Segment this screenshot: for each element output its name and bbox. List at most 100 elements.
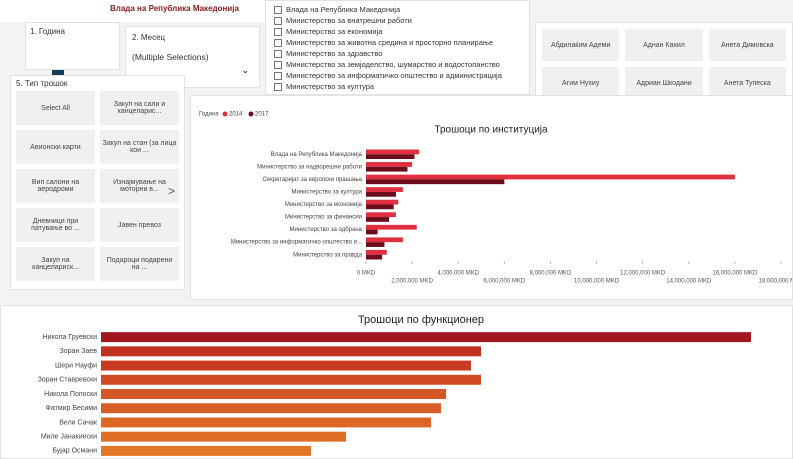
checkbox-item[interactable]: Министерство за земјоделство, шумарство … bbox=[274, 59, 521, 70]
bar bbox=[366, 187, 403, 192]
bar bbox=[366, 162, 413, 167]
chart-background bbox=[191, 96, 792, 299]
x-tick-label: 8,000,000 MKD bbox=[530, 271, 572, 277]
x-tick-label: 12,000,000 MKD bbox=[620, 271, 666, 277]
expense-button[interactable]: Изнајмување на моторни в... bbox=[100, 169, 179, 203]
legend-marker bbox=[222, 111, 228, 117]
legend-label: 2014 bbox=[229, 112, 243, 118]
y-tick-label: Секретаријат за европски прашања bbox=[262, 177, 362, 183]
bar bbox=[366, 191, 396, 197]
bar bbox=[366, 242, 385, 247]
institution-chart: Трошоци по институција Година 2014 2017 0 MK… bbox=[190, 95, 793, 300]
expense-options: Select All Закуп на сали и канцеларис... А… bbox=[11, 91, 184, 281]
bar bbox=[101, 346, 481, 357]
bar bbox=[101, 445, 311, 456]
x-tick-label: 2,000,000 MKD bbox=[391, 279, 433, 285]
slicer-value: (Multiple Selections) bbox=[132, 52, 209, 62]
checkbox-label: Министерство за информатичко општество и… bbox=[286, 71, 502, 80]
y-tick-label: Министерство за правда bbox=[293, 252, 363, 258]
expense-button[interactable]: Select All bbox=[16, 91, 95, 125]
x-tick-label: 0 MKD bbox=[357, 271, 376, 277]
month-slicer[interactable]: 2. Месец (Multiple Selections) ⌄ bbox=[125, 26, 260, 88]
checkbox-label: Министерство за земјоделство, шумарство … bbox=[286, 60, 500, 69]
bar bbox=[101, 360, 471, 371]
slicer-label: 2. Месец bbox=[132, 33, 166, 42]
x-tick-label: 18,000,000 MKD bbox=[758, 279, 793, 285]
official-button[interactable]: Анета Димовска bbox=[708, 29, 786, 62]
bar bbox=[366, 217, 390, 222]
bar bbox=[366, 249, 387, 255]
legend-title: Година bbox=[199, 112, 219, 118]
y-tick-label: Зоран Ставревски bbox=[38, 377, 98, 384]
bar bbox=[366, 154, 415, 160]
chart-title: Трошоци по функционер bbox=[358, 314, 484, 326]
checkbox-item[interactable]: Министерство за култура bbox=[274, 81, 521, 92]
checkbox bbox=[274, 49, 282, 58]
checkbox-label: Министерство за економија bbox=[286, 27, 383, 36]
header: Влада на Република Македонија bbox=[0, 0, 265, 22]
chart-title: Трошоци по институција bbox=[434, 125, 548, 136]
expense-button[interactable]: Дневници при патување во ... bbox=[16, 208, 95, 242]
checkbox bbox=[274, 5, 282, 14]
checkbox-label: Министерство за животна средина и просто… bbox=[286, 38, 494, 47]
bar bbox=[366, 254, 383, 260]
official-button[interactable]: Аднан Кахил bbox=[625, 29, 703, 62]
bar bbox=[366, 199, 399, 205]
bar bbox=[366, 204, 394, 210]
expense-button[interactable]: Закуп на канцелариск... bbox=[16, 247, 95, 281]
y-tick-label: Министерство за одбрана bbox=[290, 227, 363, 233]
y-tick-label: Миле Јанакиески bbox=[41, 434, 97, 441]
checkbox-label: Министерство за здравство bbox=[286, 49, 383, 58]
slicer-label: 1. Година bbox=[30, 27, 65, 36]
bar bbox=[101, 417, 431, 428]
expense-button[interactable]: Подароци подарени на ... bbox=[100, 247, 179, 281]
checkbox-item[interactable]: Министерство за информатичко општество и… bbox=[274, 70, 521, 81]
x-tick-label: 10,000,000 MKD bbox=[574, 279, 620, 285]
y-tick-label: Зоран Заев bbox=[60, 348, 98, 355]
checkbox-item[interactable]: Министерство за економија bbox=[274, 26, 521, 37]
bar bbox=[101, 403, 441, 414]
scroll-arrow[interactable]: > bbox=[168, 184, 176, 198]
checkbox bbox=[274, 38, 282, 47]
y-tick-label: Фатмир Бесими bbox=[46, 405, 98, 412]
y-tick-label: Никола Груевски bbox=[43, 334, 97, 341]
official-button[interactable]: Анета Тупеска bbox=[708, 67, 786, 100]
x-tick-label: 4,000,000 MKD bbox=[437, 271, 479, 277]
bar bbox=[366, 179, 505, 185]
official-button[interactable]: Агим Нухиу bbox=[542, 67, 620, 100]
checkbox bbox=[274, 60, 282, 69]
checkbox bbox=[274, 71, 282, 80]
checkbox-item[interactable]: Министерство за животна средина и просто… bbox=[274, 37, 521, 48]
bar bbox=[101, 389, 446, 399]
expense-type-slicer: 5. Тип трошок Select All Закуп на сали и … bbox=[10, 75, 185, 290]
bar bbox=[101, 431, 346, 442]
checkbox-item[interactable]: Министерство за здравство bbox=[274, 48, 521, 59]
checkbox bbox=[274, 27, 282, 36]
y-tick-label: Министерство за информатичко општество и… bbox=[231, 240, 362, 246]
checkbox-label: Министерство за култура bbox=[286, 82, 375, 91]
x-tick-label: 16,000,000 MKD bbox=[712, 271, 758, 277]
expense-button[interactable]: Вип салони на аеродроми bbox=[16, 169, 95, 203]
header-title: Влада на Република Македонија bbox=[110, 4, 239, 13]
checkbox-item[interactable]: Влада на Република Македонија bbox=[274, 4, 521, 15]
slicer-label: 5. Тип трошок bbox=[16, 79, 68, 88]
checkbox-item[interactable]: Министерство за внатрешни работи bbox=[274, 15, 521, 26]
official-button[interactable]: Абдилаќим Адеми bbox=[542, 29, 620, 62]
y-tick-label: Министерство за економија bbox=[285, 202, 363, 208]
expense-button[interactable]: Авионски карти bbox=[16, 130, 95, 164]
official-button[interactable]: Адриан Шкодани bbox=[625, 67, 703, 100]
y-tick-label: Никола Попоски bbox=[44, 391, 97, 398]
y-tick-label: Вели Сачак bbox=[59, 419, 98, 426]
x-tick-label: 14,000,000 MKD bbox=[666, 279, 712, 285]
bar bbox=[366, 149, 420, 155]
y-tick-label: Влада на Република Македонија bbox=[271, 152, 363, 158]
expense-button[interactable]: Закуп на сали и канцеларис... bbox=[100, 91, 179, 125]
bar bbox=[101, 332, 751, 343]
y-tick-label: Министерство за финансии bbox=[285, 215, 362, 221]
official-chart: Трошоци по функционер Никола Груевски Зора… bbox=[0, 305, 793, 459]
y-tick-label: Министерство за култура bbox=[292, 190, 363, 196]
year-slicer[interactable]: 1. Година bbox=[25, 22, 120, 70]
expense-button[interactable]: Закуп на стан (за лица кои ... bbox=[100, 130, 179, 164]
expense-button[interactable]: Јавен превоз bbox=[100, 208, 179, 242]
legend-label: 2017 bbox=[255, 112, 269, 118]
